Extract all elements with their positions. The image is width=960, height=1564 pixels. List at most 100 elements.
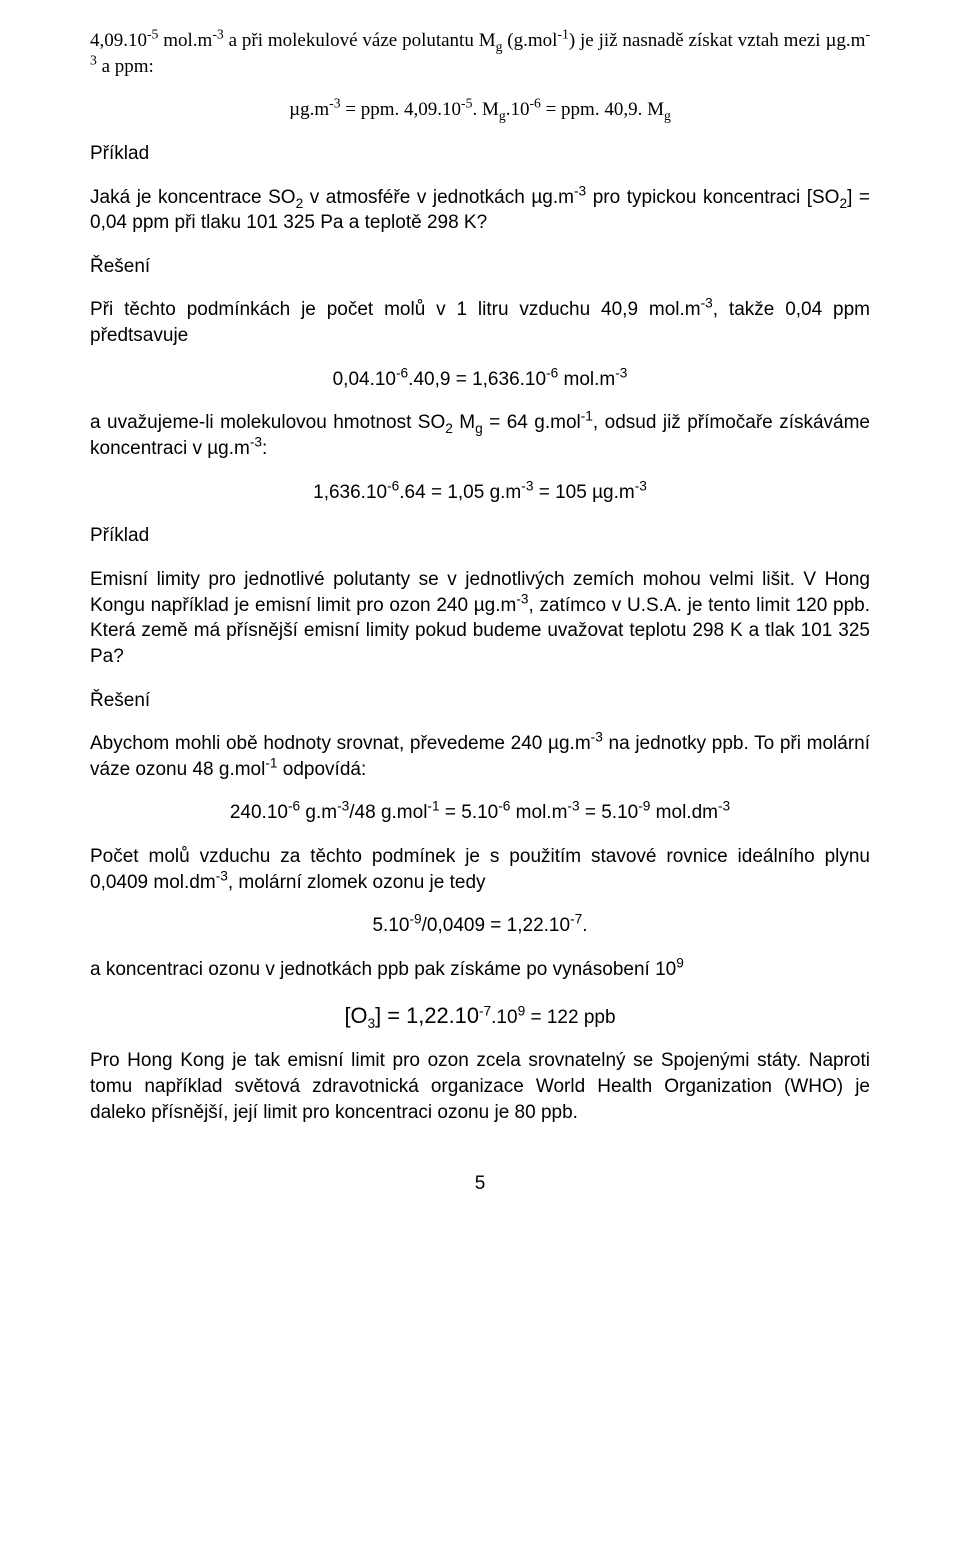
exp: -3 [216,868,228,883]
exp: -3 [250,435,262,450]
text: a při molekulové váze polutantu M [224,30,496,51]
text: mol.m [510,802,567,823]
text: 0,04.10 [333,369,396,390]
exp: -3 [615,365,627,380]
text: mol.m [558,369,615,390]
text: [O [344,1003,367,1028]
exp: 9 [676,956,684,971]
exp: -3 [718,799,730,814]
exp: -3 [329,96,340,111]
exp: -5 [461,96,472,111]
text: a uvažujeme-li molekulovou hmotnost SO [90,412,445,433]
text: a koncentraci ozonu v jednotkách ppb pak… [90,959,676,980]
text: , molární zlomek ozonu je tedy [228,872,486,893]
solution-so2-1: Při těchto podmínkách je počet molů v 1 … [90,297,870,348]
exp: -9 [409,912,421,927]
sub: 2 [445,421,453,436]
text: v atmosféře v jednotkách µg.m [303,187,574,208]
exp: -1 [557,27,568,42]
exp: -5 [147,27,158,42]
text: = 5.10 [580,802,639,823]
exp: -3 [574,183,586,198]
sub: g [664,108,671,123]
text: = ppm. 4,09.10 [341,99,462,120]
equation-2: 0,04.10-6.40,9 = 1,636.10-6 mol.m-3 [90,367,870,393]
text: Abychom mohli obě hodnoty srovnat, převe… [90,733,591,754]
text: 5.10 [372,915,409,936]
text: . M [472,99,498,120]
exp: -1 [581,409,593,424]
text: 1,636.10 [313,482,387,503]
text: Jaká je koncentrace SO [90,187,296,208]
text: = 5.10 [440,802,499,823]
heading-reseni-2: Řešení [90,688,870,714]
solution-ozone-1: Abychom mohli obě hodnoty srovnat, převe… [90,731,870,782]
text: = 105 µg.m [533,482,634,503]
text: ) je již nasnadě získat vztah mezi µg.m [569,30,866,51]
text: a ppm: [97,56,154,77]
exp: -6 [546,365,558,380]
exp: -3 [701,296,713,311]
text: M [453,412,475,433]
text: mol.m [158,30,212,51]
heading-priklad-2: Příklad [90,523,870,549]
equation-4: 240.10-6 g.m-3/48 g.mol-1 = 5.10-6 mol.m… [90,800,870,826]
text: .64 = 1,05 g.m [399,482,521,503]
text: = 64 g.mol [483,412,581,433]
document-page: 4,09.10-5 mol.m-3 a při molekulové váze … [0,0,960,1564]
solution-so2-2: a uvažujeme-li molekulovou hmotnost SO2 … [90,410,870,461]
exp: -3 [212,27,223,42]
text: : [262,438,267,459]
text: µg.m [289,99,329,120]
heading-priklad-1: Příklad [90,141,870,167]
text: odpovídá: [278,759,367,780]
text: Při těchto podmínkách je počet molů v 1 … [90,299,701,320]
exp: -3 [337,799,349,814]
heading-reseni-1: Řešení [90,254,870,280]
text: . [582,915,587,936]
solution-ozone-2: Počet molů vzduchu za těchto podmínek je… [90,844,870,895]
text: /0,0409 = 1,22.10 [422,915,570,936]
exp: -6 [387,478,399,493]
text: mol.dm [650,802,718,823]
exp: -6 [498,799,510,814]
text: .10 [491,1007,517,1028]
intro-paragraph: 4,09.10-5 mol.m-3 a při molekulové váze … [90,28,870,79]
equation-3: 1,636.10-6.64 = 1,05 g.m-3 = 105 µg.m-3 [90,480,870,506]
exp: -3 [567,799,579,814]
equation-6: [O3] = 1,22.10-7.109 = 122 ppb [90,1001,870,1031]
sub: g [475,421,483,436]
sub: g [499,108,506,123]
text: ] = 1,22.10 [375,1003,479,1028]
sub: 3 [368,1015,376,1030]
text: .40,9 = 1,636.10 [408,369,546,390]
problem-so2: Jaká je koncentrace SO 2 v atmosféře v je… [90,185,870,236]
conclusion: Pro Hong Kong je tak emisní limit pro oz… [90,1048,870,1125]
exp: -9 [638,799,650,814]
page-number: 5 [90,1171,870,1197]
text: g.m [300,802,337,823]
exp: -3 [635,478,647,493]
exp: -1 [427,799,439,814]
exp: -3 [521,478,533,493]
text: 4,09.10 [90,30,147,51]
exp: -6 [396,365,408,380]
exp: -3 [516,591,528,606]
exp: -7 [479,1003,491,1018]
text: 240.10 [230,802,288,823]
text: (g.mol [502,30,557,51]
text: .10 [506,99,530,120]
problem-ozone: Emisní limity pro jednotlivé polutanty s… [90,567,870,670]
sub: 2 [839,195,847,210]
text: /48 g.mol [349,802,427,823]
exp: -7 [570,912,582,927]
text: = ppm. 40,9. M [541,99,664,120]
equation-5: 5.10-9/0,0409 = 1,22.10-7. [90,913,870,939]
solution-ozone-3: a koncentraci ozonu v jednotkách ppb pak… [90,957,870,983]
text: pro typickou koncentraci [SO [586,187,839,208]
exp: -3 [591,730,603,745]
text: = 122 ppb [525,1007,615,1028]
exp: -1 [265,755,277,770]
exp: -6 [288,799,300,814]
exp: -6 [529,96,540,111]
